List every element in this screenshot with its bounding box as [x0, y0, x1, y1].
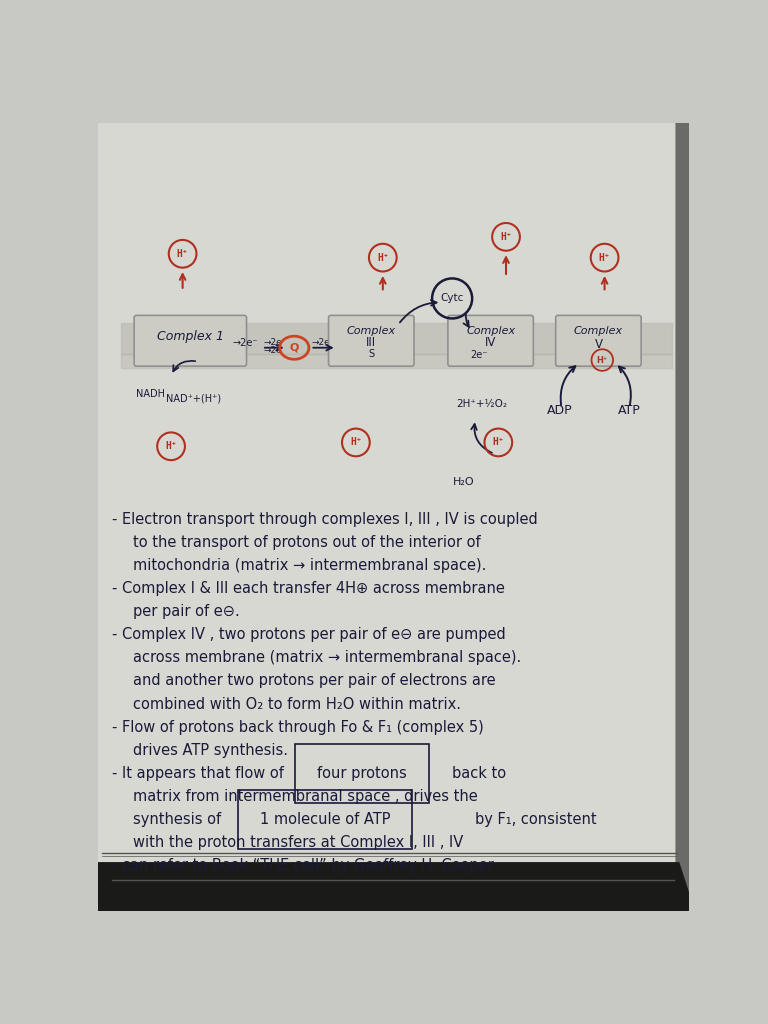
- Text: H⁺: H⁺: [377, 253, 389, 262]
- Polygon shape: [98, 123, 679, 866]
- Text: - Electron transport through complexes I, III , IV is coupled: - Electron transport through complexes I…: [112, 512, 538, 526]
- Text: per pair of e⊖.: per pair of e⊖.: [133, 604, 240, 620]
- Text: - Flow of protons back through Fo & F₁ (complex 5): - Flow of protons back through Fo & F₁ (…: [112, 720, 484, 734]
- Text: Cytc: Cytc: [440, 294, 464, 303]
- Text: synthesis of: synthesis of: [133, 812, 225, 827]
- Text: →2e: →2e: [263, 345, 282, 354]
- Text: drives ATP synthesis.: drives ATP synthesis.: [133, 742, 287, 758]
- Text: H⁺: H⁺: [597, 355, 608, 365]
- Text: combined with O₂ to form H₂O within matrix.: combined with O₂ to form H₂O within matr…: [133, 696, 461, 712]
- Text: Complex: Complex: [346, 326, 396, 336]
- Text: with the proton transfers at Complex I, III , IV: with the proton transfers at Complex I, …: [133, 836, 463, 850]
- Text: ATP: ATP: [617, 403, 641, 417]
- Text: - Complex IV , two protons per pair of e⊖ are pumped: - Complex IV , two protons per pair of e…: [112, 628, 505, 642]
- Text: Complex: Complex: [466, 326, 515, 336]
- Text: →2e: →2e: [312, 338, 331, 347]
- Text: 2e⁻: 2e⁻: [470, 350, 488, 360]
- Text: H⁺: H⁺: [599, 253, 611, 262]
- Text: H⁺: H⁺: [177, 249, 188, 259]
- Text: H⁺: H⁺: [350, 437, 362, 447]
- Text: - can refer to Book “THE cell” by Geoffrey H. Cooper: - can refer to Book “THE cell” by Geoffr…: [112, 858, 494, 873]
- Text: across membrane (matrix → intermembranal space).: across membrane (matrix → intermembranal…: [133, 650, 521, 666]
- Text: III: III: [366, 336, 376, 349]
- Text: H⁺: H⁺: [500, 231, 512, 242]
- Text: S: S: [368, 349, 374, 358]
- Text: matrix from intermembranal space , drives the: matrix from intermembranal space , drive…: [133, 788, 478, 804]
- Text: - It appears that flow of: - It appears that flow of: [112, 766, 288, 781]
- Text: IV: IV: [485, 336, 496, 349]
- Text: Q: Q: [290, 343, 299, 352]
- Text: 2H⁺+½O₂: 2H⁺+½O₂: [456, 398, 507, 409]
- Text: H⁺: H⁺: [165, 441, 177, 452]
- Text: ADP: ADP: [547, 403, 573, 417]
- Text: →2e⁻: →2e⁻: [233, 338, 258, 348]
- Text: V: V: [594, 338, 602, 351]
- Text: mitochondria (matrix → intermembranal space).: mitochondria (matrix → intermembranal sp…: [133, 558, 486, 573]
- FancyBboxPatch shape: [329, 315, 414, 367]
- Text: H₂O: H₂O: [453, 477, 475, 487]
- Text: by F₁, consistent: by F₁, consistent: [475, 812, 597, 827]
- FancyBboxPatch shape: [134, 315, 247, 367]
- Text: and another two protons per pair of electrons are: and another two protons per pair of elec…: [133, 674, 495, 688]
- Text: to the transport of protons out of the interior of: to the transport of protons out of the i…: [133, 535, 480, 550]
- Text: H⁺: H⁺: [492, 437, 505, 447]
- FancyBboxPatch shape: [556, 315, 641, 367]
- Text: 1 molecule of ATP: 1 molecule of ATP: [260, 812, 390, 827]
- Text: NADH: NADH: [137, 388, 165, 398]
- Polygon shape: [98, 862, 690, 911]
- Text: back to: back to: [452, 766, 506, 781]
- Text: Complex 1: Complex 1: [157, 331, 223, 343]
- Text: NAD⁺+(H⁺): NAD⁺+(H⁺): [166, 394, 221, 403]
- FancyBboxPatch shape: [448, 315, 533, 367]
- Text: →2e: →2e: [263, 338, 282, 347]
- Text: four protons: four protons: [317, 766, 407, 781]
- Text: Complex: Complex: [574, 326, 623, 336]
- Text: - Complex I & III each transfer 4H⊕ across membrane: - Complex I & III each transfer 4H⊕ acro…: [112, 581, 505, 596]
- Polygon shape: [675, 123, 690, 893]
